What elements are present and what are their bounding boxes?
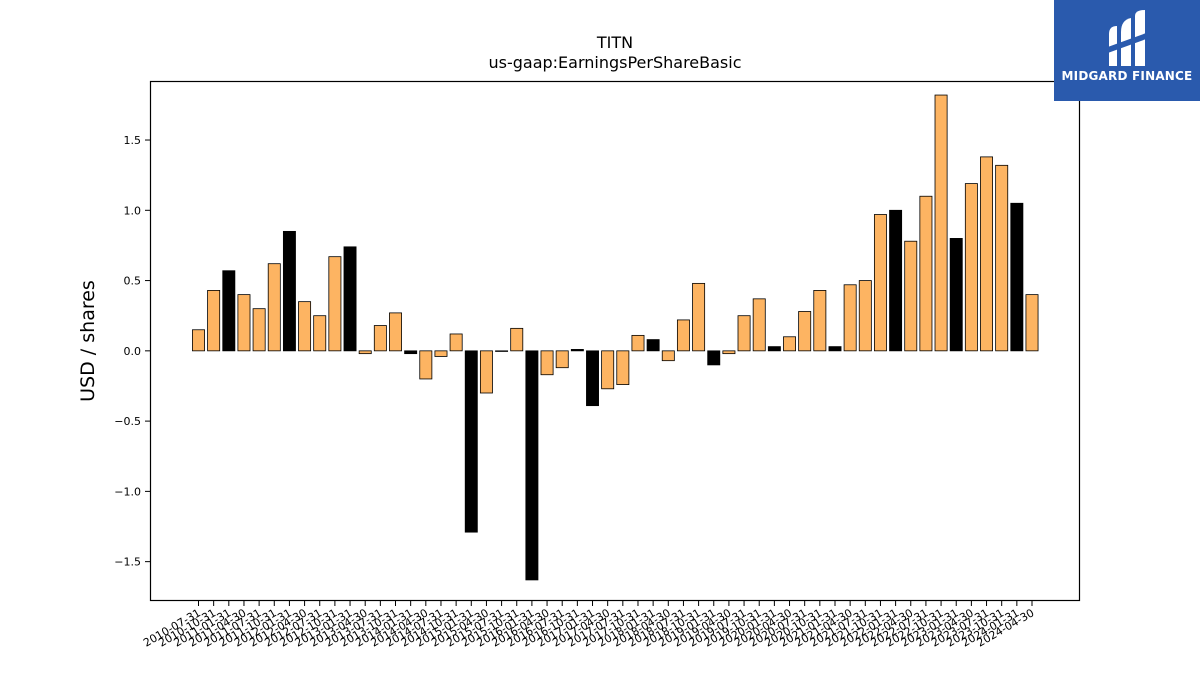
chart-subtitle: us-gaap:EarningsPerShareBasic — [488, 53, 741, 72]
bar — [752, 298, 766, 352]
y-tick-label: −1.5 — [114, 556, 141, 569]
bar — [934, 94, 948, 352]
bar — [1025, 294, 1039, 352]
bar — [813, 290, 827, 352]
y-tick-label: 0.0 — [124, 345, 142, 358]
bar — [389, 312, 402, 352]
y-axis-label: USD / shares — [77, 280, 99, 402]
bar — [404, 350, 418, 355]
bars — [192, 94, 1039, 581]
y-tick-label: 1.0 — [124, 204, 142, 217]
brand-logo-icon — [1105, 10, 1149, 66]
bar — [237, 294, 251, 352]
bar — [707, 350, 721, 366]
chart-title: TITN — [596, 33, 633, 52]
bar — [828, 346, 842, 352]
bar — [222, 270, 236, 352]
bar — [601, 350, 615, 390]
y-tick-label: 0.5 — [124, 275, 142, 288]
bar — [722, 350, 736, 355]
bar — [358, 350, 372, 355]
bar — [798, 311, 812, 352]
bar — [964, 183, 978, 352]
bar — [737, 315, 751, 352]
bar — [555, 350, 569, 369]
bar — [313, 315, 327, 352]
bar — [282, 230, 296, 352]
bar — [995, 164, 1009, 352]
bar — [646, 339, 660, 352]
bar — [207, 290, 221, 352]
y-tick-label: 1.5 — [124, 134, 142, 147]
plot-frame — [149, 80, 1081, 602]
bar — [676, 319, 690, 352]
bar — [843, 284, 857, 352]
bar — [192, 329, 205, 352]
bar — [919, 195, 933, 352]
bar — [449, 333, 463, 352]
bar — [661, 350, 675, 362]
bar — [464, 350, 478, 533]
y-axis-ticks: −1.5 −1.0 −0.5 0.0 0.5 1.0 1.5 — [114, 134, 150, 569]
y-tick-label: −0.5 — [114, 415, 141, 428]
bar — [873, 214, 887, 352]
bar — [343, 246, 357, 352]
brand-logo: MIDGARD FINANCE — [1054, 0, 1200, 101]
y-tick-label: −1.0 — [114, 485, 141, 498]
bar — [767, 346, 781, 352]
brand-name: MIDGARD FINANCE — [1061, 69, 1193, 83]
bar — [889, 209, 903, 352]
x-axis-ticks: 2010-07-312010-10-312011-01-312011-04-30… — [141, 601, 1037, 650]
bar — [510, 327, 524, 352]
bar — [373, 325, 387, 352]
bar — [434, 350, 448, 357]
bar — [419, 350, 433, 380]
bar — [252, 308, 266, 352]
bar — [631, 334, 645, 352]
bar — [858, 280, 872, 352]
bar — [1010, 202, 1024, 352]
bar — [570, 349, 584, 352]
bar — [328, 256, 342, 352]
bar — [949, 238, 963, 352]
bar — [586, 350, 599, 407]
bar — [783, 336, 796, 352]
bar — [479, 350, 493, 394]
bar — [298, 301, 312, 352]
bar — [980, 156, 993, 352]
bar — [540, 350, 554, 376]
bar — [904, 240, 918, 352]
bar — [267, 263, 281, 352]
bar — [495, 350, 509, 352]
bar — [692, 282, 706, 352]
bar — [616, 350, 630, 385]
bar — [525, 350, 539, 581]
